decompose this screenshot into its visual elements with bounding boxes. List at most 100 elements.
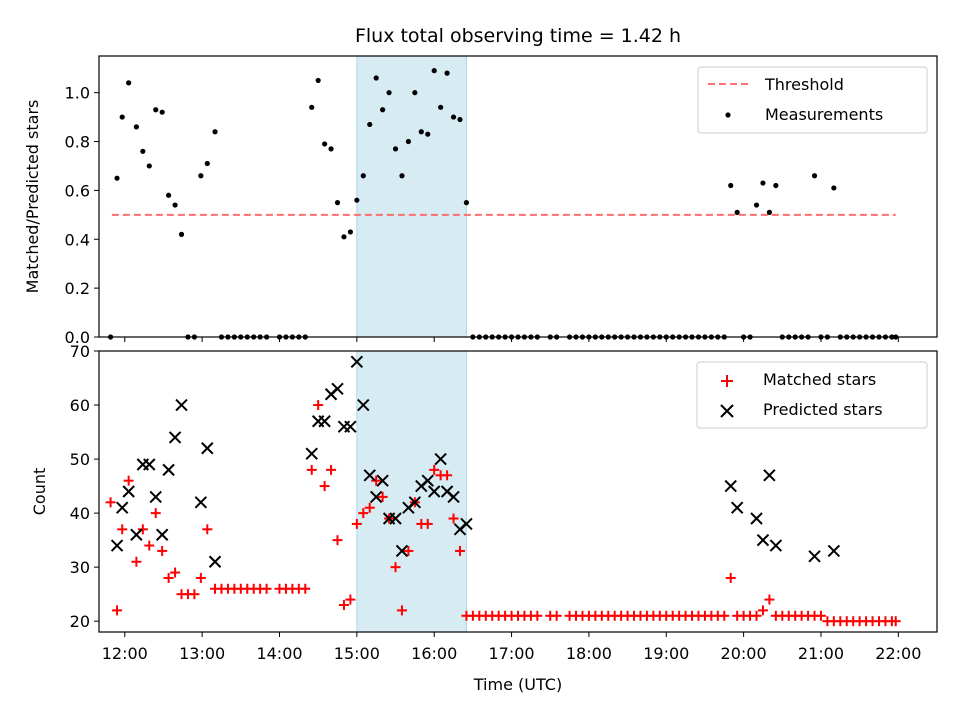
predicted-star-marker <box>460 517 473 531</box>
predicted-star-marker <box>201 442 214 455</box>
legend-predicted-swatch <box>720 404 734 418</box>
x-tick-label: 12:00 <box>102 644 148 663</box>
y-tick-label: 60 <box>70 396 90 415</box>
measurement-point <box>831 185 837 191</box>
predicted-star-marker <box>130 528 143 541</box>
matched-star-marker <box>719 610 730 621</box>
measurement-point <box>425 131 431 137</box>
measurement-point <box>354 197 360 203</box>
top-panel: 0.0 0.2 0.4 0.6 0.8 1.0 Flux total observing … <box>23 25 938 347</box>
matched-star-marker <box>532 610 543 621</box>
matched-star-marker <box>390 562 401 573</box>
measurement-point <box>204 160 210 167</box>
y-tick-label: 40 <box>70 504 90 523</box>
predicted-star-marker <box>363 469 376 482</box>
predicted-star-marker <box>763 469 776 482</box>
measurement-point <box>212 129 218 135</box>
measurement-point <box>766 209 773 215</box>
measurement-point <box>760 180 766 186</box>
predicted-star-marker <box>175 398 188 412</box>
matched-star-marker <box>351 518 362 529</box>
y-tick-label: 0.0 <box>65 328 90 347</box>
measurement-point <box>418 129 424 135</box>
measurement-point <box>728 182 734 189</box>
measurement-point <box>140 148 146 154</box>
top-y-axis-label: Matched/Predicted stars <box>23 100 42 294</box>
x-tick-label: 22:00 <box>875 644 921 663</box>
measurement-point <box>198 173 204 179</box>
top-axes-frame <box>98 55 938 338</box>
predicted-star-marker <box>769 539 783 552</box>
matched-star-marker <box>338 599 349 610</box>
matched-star-marker <box>157 545 168 556</box>
x-tick-label: 21:00 <box>798 644 844 663</box>
legend-threshold-label: Threshold <box>764 75 844 94</box>
legend-measurements-swatch <box>725 112 731 118</box>
matched-star-marker <box>189 589 200 600</box>
predicted-star-marker <box>808 550 821 563</box>
bottom-y-ticks: 20 30 40 50 60 70 <box>70 342 99 631</box>
legend-matched-swatch <box>721 375 733 387</box>
measurement-point <box>753 202 760 208</box>
measurement-point <box>322 141 328 147</box>
matched-star-marker <box>757 605 768 616</box>
measurement-point <box>153 107 159 113</box>
matched-star-marker <box>345 594 356 605</box>
matched-star-marker <box>319 481 330 492</box>
bottom-axes-frame <box>98 350 938 633</box>
measurement-point <box>431 68 437 74</box>
matched-star-marker <box>105 497 116 508</box>
matched-star-marker <box>725 572 736 583</box>
y-tick-label: 30 <box>70 558 90 577</box>
predicted-star-marker <box>149 490 162 504</box>
x-tick-label: 14:00 <box>256 644 302 663</box>
predicted-star-marker <box>357 398 370 412</box>
measurement-point <box>367 121 373 128</box>
predicted-star-marker <box>750 512 763 525</box>
predicted-star-marker <box>115 501 129 514</box>
predicted-star-marker <box>724 479 737 493</box>
matched-star-marker <box>403 545 414 556</box>
x-tick-label: 20:00 <box>721 644 767 663</box>
measurement-point <box>392 146 399 152</box>
y-tick-label: 70 <box>70 342 90 361</box>
y-tick-label: 20 <box>70 612 90 631</box>
y-tick-label: 0.6 <box>65 181 90 200</box>
x-axis-label: Time (UTC) <box>473 675 562 694</box>
measurement-point <box>315 77 321 84</box>
predicted-star-marker <box>756 533 770 547</box>
predicted-star-marker <box>408 496 422 509</box>
predicted-star-marker <box>344 420 357 433</box>
x-tick-label: 17:00 <box>488 644 534 663</box>
legend-matched-label: Matched stars <box>763 370 876 389</box>
matched-star-marker <box>195 572 206 583</box>
matched-star-marker <box>815 610 826 621</box>
matched-star-marker <box>454 545 465 556</box>
x-tick-label: 13:00 <box>179 644 225 663</box>
measurement-point <box>341 234 347 240</box>
matched-star-marker <box>123 475 134 486</box>
matched-star-marker <box>890 616 901 627</box>
matched-star-marker <box>137 524 148 535</box>
predicted-star-marker <box>827 544 841 558</box>
measurement-point <box>373 75 379 81</box>
x-tick-label: 16:00 <box>411 644 457 663</box>
top-highlight-span <box>356 55 467 338</box>
x-tick-label: 15:00 <box>334 644 380 663</box>
measurement-point <box>172 202 178 208</box>
matched-star-marker <box>300 583 311 594</box>
matched-star-marker <box>429 464 440 475</box>
predicted-star-marker <box>305 447 318 460</box>
matched-star-marker <box>150 508 161 519</box>
bottom-legend: Matched stars Predicted stars <box>696 361 928 429</box>
measurement-point <box>457 116 463 123</box>
bottom-x-ticks: 12:00 13:00 14:00 15:00 16:00 17:00 18:00 19:00… <box>102 632 921 663</box>
predicted-star-marker <box>395 544 409 558</box>
matched-star-marker <box>170 567 181 578</box>
predicted-star-marker <box>427 485 441 498</box>
matched-star-marker <box>377 491 388 502</box>
predicted-star-marker <box>730 501 744 514</box>
matched-star-marker <box>396 605 407 616</box>
top-x-ticks <box>124 337 899 342</box>
